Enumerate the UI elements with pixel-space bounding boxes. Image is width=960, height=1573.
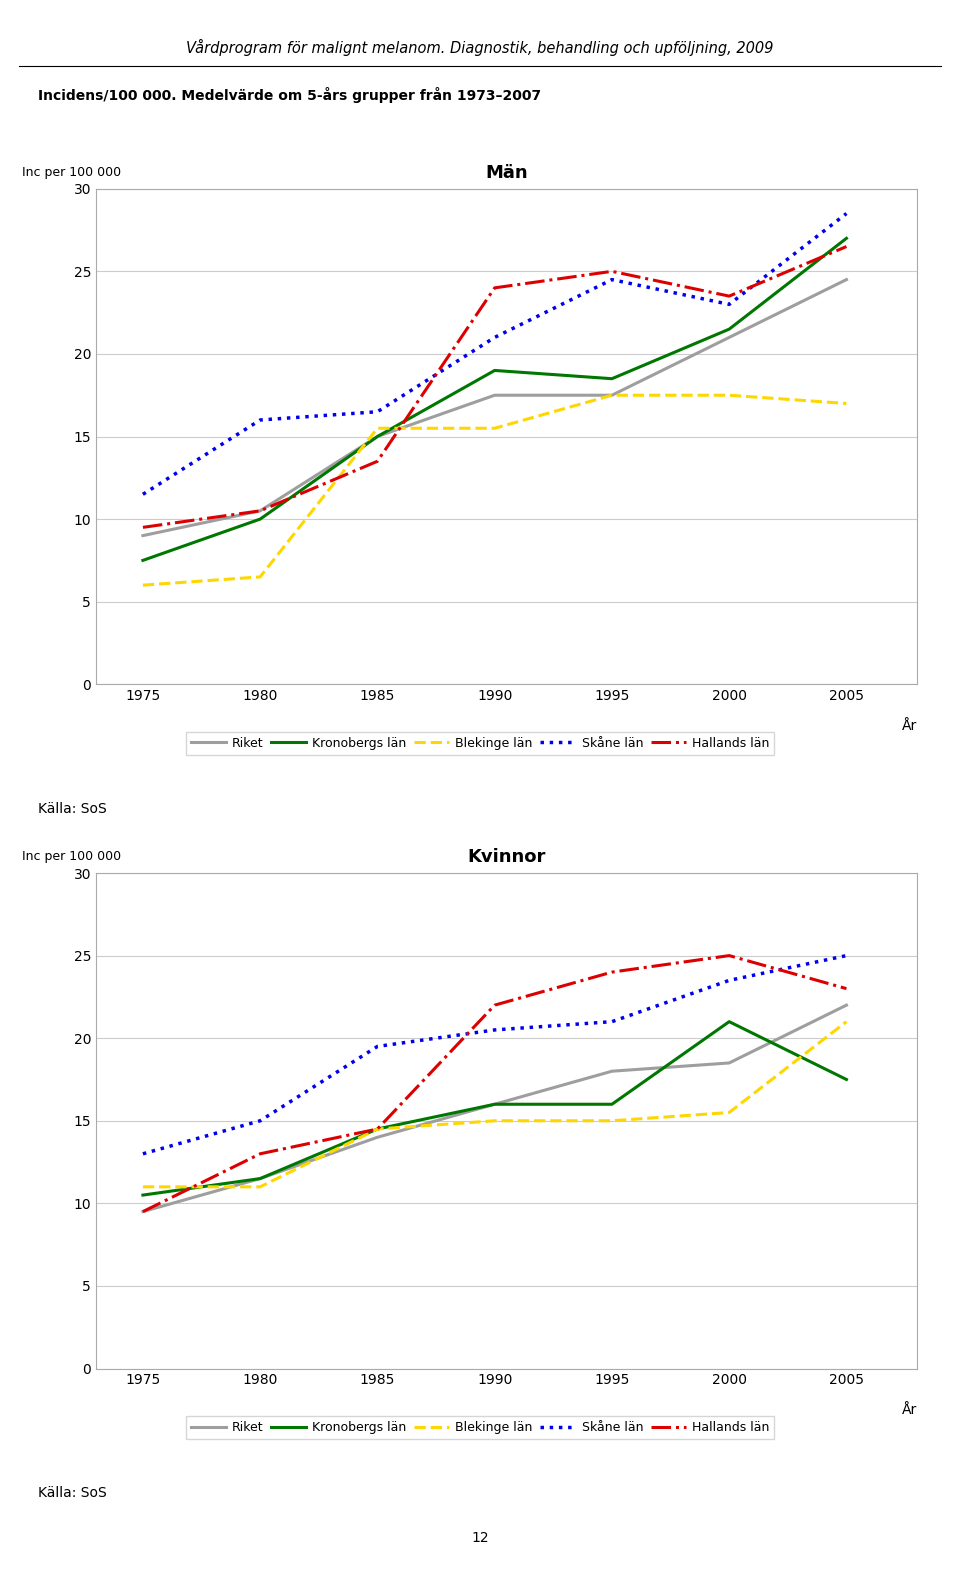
Text: År: År [901,719,917,733]
Text: Källa: SoS: Källa: SoS [38,802,108,816]
Legend: Riket, Kronobergs län, Blekinge län, Skåne län, Hallands län: Riket, Kronobergs län, Blekinge län, Skå… [186,731,774,755]
Title: Kvinnor: Kvinnor [468,848,545,865]
Legend: Riket, Kronobergs län, Blekinge län, Skåne län, Hallands län: Riket, Kronobergs län, Blekinge län, Skå… [186,1416,774,1439]
Text: Vårdprogram för malignt melanom. Diagnostik, behandling och upföljning, 2009: Vårdprogram för malignt melanom. Diagnos… [186,39,774,57]
Text: Inc per 100 000: Inc per 100 000 [22,165,121,179]
Text: Källa: SoS: Källa: SoS [38,1486,108,1501]
Text: 12: 12 [471,1531,489,1545]
Title: Män: Män [485,164,528,181]
Text: Incidens/100 000. Medelvärde om 5-års grupper från 1973–2007: Incidens/100 000. Medelvärde om 5-års gr… [38,87,541,102]
Text: Inc per 100 000: Inc per 100 000 [22,849,121,864]
Text: År: År [901,1403,917,1417]
